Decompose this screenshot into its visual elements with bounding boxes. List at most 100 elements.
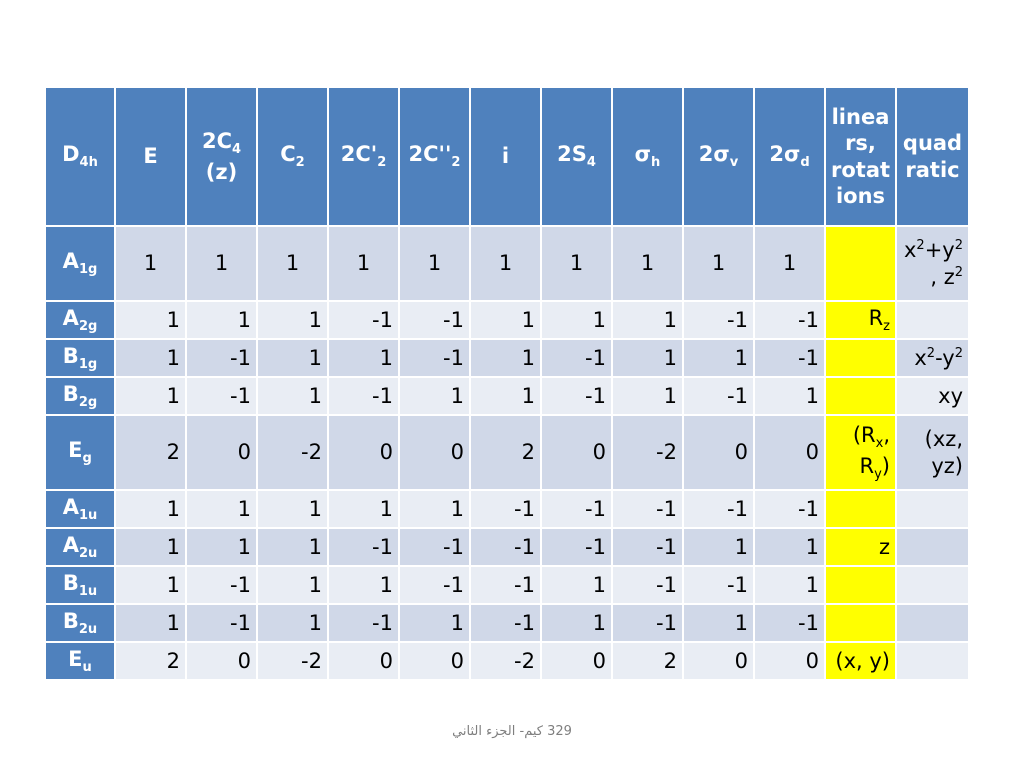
character-value: 1 [469,300,542,340]
character-value: -1 [185,565,258,605]
table-row: Eu 2 0 -2 0 0 -2 0 2 0 0 (x, y) [44,641,970,681]
subscript: 2 [377,155,387,171]
character-value: 1 [398,603,471,643]
character-value: 1 [185,527,258,567]
character-value: -1 [611,603,684,643]
subscript: 2u [78,545,98,561]
text-run: 2C [201,129,232,154]
character-value: -1 [327,300,400,340]
linear-rotation-cell [824,338,897,378]
character-value: 0 [327,414,400,491]
text-run: i [501,144,510,169]
character-value: -2 [256,641,329,681]
character-value: 0 [540,414,613,491]
character-value: 1 [256,338,329,378]
text-run: 2C' [340,142,378,167]
character-value: 1 [682,225,755,302]
character-value: 1 [114,527,187,567]
irrep-label: B2g [44,376,116,416]
character-value: 0 [185,641,258,681]
character-value: -1 [185,603,258,643]
subscript: v [729,155,739,171]
character-value: -1 [540,338,613,378]
superscript: 2 [954,238,963,254]
text-run: (xz, yz) [924,427,963,478]
character-value: 0 [753,641,826,681]
text-run: , z [930,264,955,289]
character-value: 1 [114,603,187,643]
irrep-label: A2u [44,527,116,567]
subscript: h [651,155,661,171]
text-run: B [62,381,79,406]
table-body: A1g 1 1 1 1 1 1 1 1 1 1 x2+y2 , z2 A2g 1 1 1 -1 -1 1 1 1 -1 -1… [44,225,970,681]
text-run: linea rs, rotat ions [831,105,891,208]
text-run: A [62,532,79,557]
character-value: -1 [540,489,613,529]
text-run: xy [938,383,963,408]
character-value: -1 [185,376,258,416]
character-value: -1 [398,527,471,567]
subscript: 4h [79,155,98,171]
header-2c2-prime: 2C'2 [327,86,400,227]
text-run: B [62,570,79,595]
header-e: E [114,86,187,227]
character-value: 0 [398,414,471,491]
quadratic-cell [895,300,970,340]
subscript: 4 [586,155,596,171]
header-quadratic: quad ratic [895,86,970,227]
character-value: 1 [469,225,542,302]
character-value: 0 [398,641,471,681]
character-value: 1 [185,300,258,340]
character-value: -1 [469,603,542,643]
header-i: i [469,86,542,227]
text-run: A [62,305,79,330]
quadratic-cell: xy [895,376,970,416]
header-linears-rotations: linea rs, rotat ions [824,86,897,227]
text-run: E [68,438,83,463]
character-value: -1 [753,300,826,340]
text-run: E [143,144,158,169]
text-run: E [68,646,83,671]
quadratic-cell [895,603,970,643]
header-2sigma-v: 2σv [682,86,755,227]
table-row: B1u 1 -1 1 1 -1 -1 1 -1 -1 1 [44,565,970,605]
character-value: 1 [540,565,613,605]
linear-rotation-cell [824,565,897,605]
character-value: 1 [114,338,187,378]
character-value: -1 [469,489,542,529]
character-value: 0 [540,641,613,681]
character-value: 1 [682,338,755,378]
character-value: -2 [611,414,684,491]
superscript: 2 [926,345,936,361]
character-value: 1 [114,565,187,605]
table-row: B2g 1 -1 1 -1 1 1 -1 1 -1 1 xy [44,376,970,416]
quadratic-cell: x2-y2 [895,338,970,378]
text-run: +y [924,238,955,263]
character-value: 1 [540,300,613,340]
character-value: 1 [398,489,471,529]
quadratic-cell [895,489,970,529]
subscript: d [800,155,810,171]
subscript: g [82,451,92,467]
character-value: 0 [185,414,258,491]
character-value: 1 [682,527,755,567]
character-value: 1 [398,376,471,416]
subscript: 2g [78,318,98,334]
text-run: σ [634,142,652,167]
character-value: 1 [114,376,187,416]
character-value: -1 [398,565,471,605]
table-row: B2u 1 -1 1 -1 1 -1 1 -1 1 -1 [44,603,970,643]
linear-rotation-cell [824,603,897,643]
subscript: 2u [78,621,98,637]
character-value: 1 [327,338,400,378]
subscript: 1g [78,262,98,278]
superscript: 2 [916,238,925,254]
subscript: u [82,659,92,675]
linear-rotation-cell: z [824,527,897,567]
character-value: -1 [327,527,400,567]
character-value: 1 [327,565,400,605]
text-run: D [62,142,80,167]
header-sigma-h: σh [611,86,684,227]
quadratic-cell: (xz, yz) [895,414,970,491]
quadratic-cell [895,565,970,605]
